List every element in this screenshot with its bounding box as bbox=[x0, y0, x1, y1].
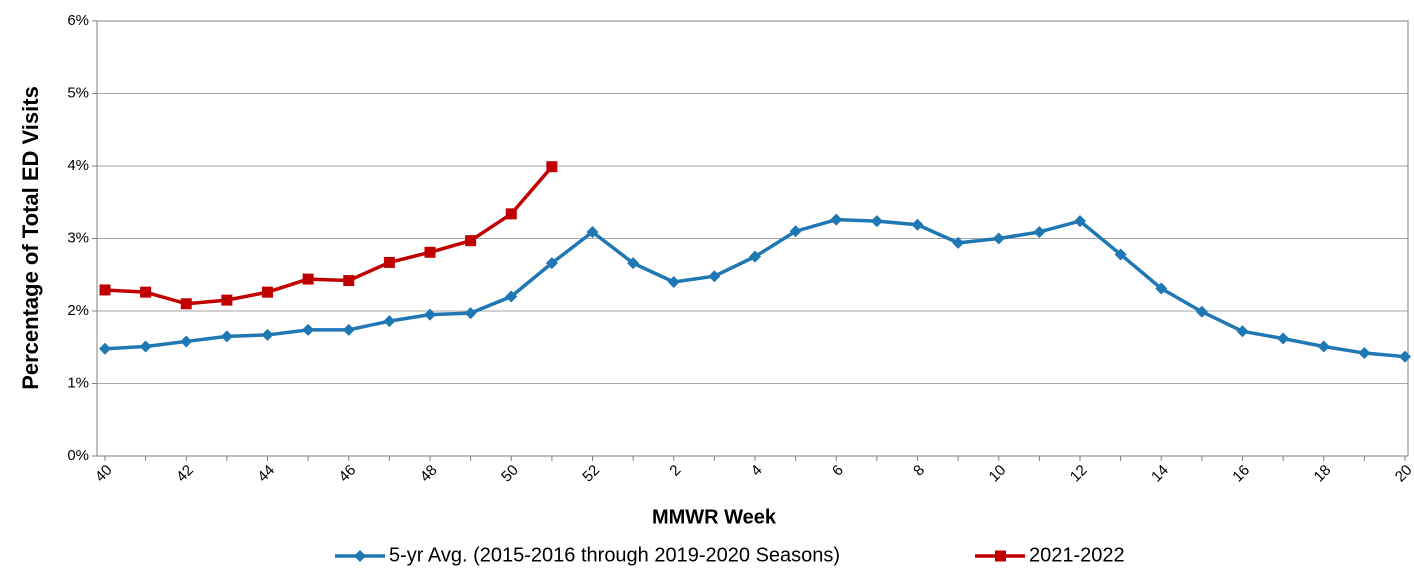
series-line bbox=[104, 165, 554, 306]
x-tick-label: 14 bbox=[1148, 462, 1172, 486]
legend-item: 2021-2022 bbox=[975, 544, 1125, 566]
marker bbox=[383, 315, 396, 328]
marker bbox=[342, 323, 355, 336]
x-tick-label: 12 bbox=[1067, 462, 1091, 486]
x-tick-label: 4 bbox=[748, 462, 766, 480]
legend-marker bbox=[995, 550, 1006, 562]
marker bbox=[708, 270, 721, 283]
marker bbox=[992, 232, 1005, 245]
marker bbox=[139, 340, 152, 353]
x-tick-label: 6 bbox=[829, 462, 847, 480]
marker bbox=[220, 330, 233, 343]
y-tick-label: 0% bbox=[67, 447, 89, 464]
marker bbox=[383, 256, 395, 268]
marker bbox=[261, 328, 274, 341]
marker bbox=[545, 257, 558, 270]
marker bbox=[464, 307, 477, 320]
x-tick-label: 20 bbox=[1392, 462, 1414, 486]
x-tick-label: 44 bbox=[254, 462, 278, 486]
y-tick-label: 1% bbox=[67, 374, 89, 391]
marker bbox=[99, 342, 111, 355]
x-tick-label: 46 bbox=[336, 462, 360, 486]
marker bbox=[302, 273, 314, 285]
x-tick-label: 50 bbox=[498, 462, 522, 486]
x-axis-label: MMWR Week bbox=[652, 506, 777, 528]
marker bbox=[465, 235, 477, 247]
x-tick-label: 48 bbox=[417, 462, 441, 486]
marker bbox=[1236, 325, 1249, 338]
x-tick-label: 40 bbox=[92, 462, 116, 486]
marker bbox=[343, 275, 355, 287]
legend-label: 2021-2022 bbox=[1029, 544, 1125, 566]
marker bbox=[180, 335, 193, 348]
marker bbox=[262, 286, 273, 298]
x-tick-label: 10 bbox=[986, 462, 1010, 486]
marker bbox=[667, 276, 680, 288]
marker bbox=[140, 286, 152, 298]
x-tick-label: 2 bbox=[666, 462, 684, 480]
marker bbox=[1399, 350, 1411, 363]
y-tick-label: 2% bbox=[67, 302, 89, 319]
marker bbox=[952, 236, 965, 249]
legend-label: 5-yr Avg. (2015-2016 through 2019-2020 S… bbox=[389, 544, 840, 566]
x-tick-label: 16 bbox=[1229, 462, 1253, 486]
marker bbox=[586, 225, 599, 238]
x-tick-label: 52 bbox=[579, 462, 603, 486]
marker bbox=[789, 225, 802, 238]
marker bbox=[870, 215, 883, 228]
y-tick-label: 6% bbox=[67, 12, 89, 29]
series bbox=[99, 213, 1411, 363]
marker bbox=[1074, 215, 1086, 228]
plot-frame bbox=[96, 20, 1409, 457]
series bbox=[99, 161, 558, 310]
x-tick-label: 18 bbox=[1311, 462, 1335, 486]
marker bbox=[830, 213, 843, 226]
legend-marker bbox=[354, 550, 366, 562]
marker bbox=[1317, 340, 1330, 353]
marker bbox=[180, 298, 192, 310]
marker bbox=[99, 284, 111, 296]
marker bbox=[1277, 332, 1290, 345]
y-tick-label: 4% bbox=[67, 157, 89, 174]
marker bbox=[424, 308, 436, 321]
y-tick-label: 5% bbox=[67, 84, 89, 101]
marker bbox=[1358, 347, 1371, 360]
legend-item: 5-yr Avg. (2015-2016 through 2019-2020 S… bbox=[335, 544, 840, 566]
marker bbox=[1033, 225, 1046, 238]
marker bbox=[424, 246, 436, 258]
marker bbox=[505, 208, 517, 220]
y-tick-label: 3% bbox=[67, 229, 89, 246]
series-line bbox=[104, 217, 1406, 359]
marker bbox=[749, 250, 761, 263]
marker bbox=[1114, 248, 1127, 261]
marker bbox=[546, 161, 558, 173]
y-axis-label: Percentage of Total ED Visits bbox=[18, 86, 43, 390]
marker bbox=[627, 257, 640, 270]
marker bbox=[302, 323, 315, 336]
marker bbox=[1155, 282, 1168, 295]
marker bbox=[1195, 305, 1208, 318]
marker bbox=[221, 294, 233, 306]
marker bbox=[911, 218, 924, 231]
x-tick-label: 42 bbox=[173, 462, 197, 486]
marker bbox=[505, 290, 518, 303]
x-tick-label: 8 bbox=[910, 462, 928, 480]
